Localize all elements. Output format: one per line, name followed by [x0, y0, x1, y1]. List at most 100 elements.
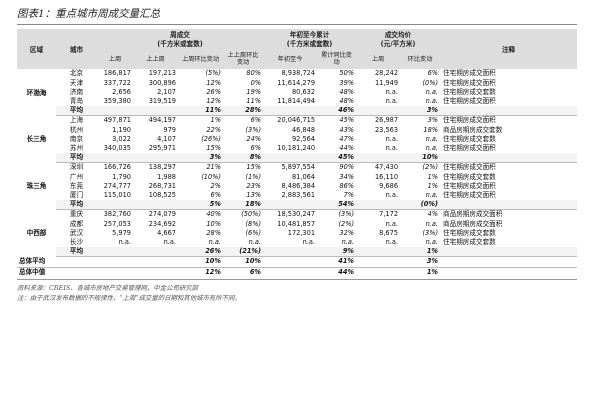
empty-cell	[440, 106, 578, 117]
city-name: 重庆	[69, 210, 84, 219]
ytd-volume: 11,814,494	[277, 97, 316, 106]
header-ytd-sub: 年初至今	[263, 49, 318, 70]
avg-ytd-yoy-change: 46%	[317, 106, 357, 117]
average-label: 平均	[56, 247, 97, 258]
ytd-volume: 8,486,384	[281, 181, 316, 190]
header-price-unit: (元/平方米)	[380, 40, 416, 49]
this-week-volume: 186,817	[103, 69, 131, 78]
last-week-volume: 300,896	[148, 78, 176, 87]
last-week-volume: 108,525	[148, 191, 176, 200]
table-row: 厦门 115,010 108,525 6% 13% 2,883,561 7% n.a. n.a.…	[17, 191, 577, 200]
empty-cell	[356, 267, 400, 277]
avg-wow-change: 3%	[178, 153, 223, 164]
price-change: (3%)	[422, 228, 439, 237]
city-name: 厦门	[69, 191, 84, 200]
price-change: n.a.	[425, 97, 439, 106]
price-change: (2%)	[422, 163, 439, 172]
price-change: n.a.	[425, 219, 439, 228]
ytd-yoy-change: 34%	[339, 172, 355, 181]
ytd-volume: 81,064	[291, 172, 316, 181]
last-week-volume: 4,107	[157, 134, 176, 143]
total-wow2-change: 10%	[223, 256, 264, 268]
header-weekly-label: 周成交	[170, 31, 190, 39]
header-last-week: 上上周	[133, 49, 178, 70]
ytd-yoy-change: 48%	[339, 97, 355, 106]
header-ytd-unit: (千方米或套数)	[286, 40, 333, 49]
wow-change: 21%	[206, 163, 221, 172]
ytd-volume: 172,301	[287, 228, 316, 237]
header-note: 注释	[440, 29, 578, 70]
average-label: 平均	[56, 200, 97, 211]
note: 商品房期房成交面积	[443, 219, 503, 228]
total-label: 总体中值	[19, 267, 46, 276]
wow-change: 15%	[206, 144, 221, 153]
wow2-change: 24%	[246, 134, 262, 143]
avg-price: 8,675	[379, 228, 399, 237]
note: 住宅期房成交面积	[443, 116, 496, 125]
city-name: 长沙	[69, 238, 84, 247]
note: 住宅期房成交面积	[443, 181, 496, 190]
table-body: 环渤海 北京 186,817 197,213 (5%) 80% 8,938,724 50% 28…	[17, 69, 578, 277]
wow-change: 22%	[206, 125, 221, 134]
header-ytd-label: 年初至今累计	[289, 31, 330, 39]
ytd-yoy-change: 50%	[339, 69, 355, 78]
table-row: 济南 2,656 2,107 26% 19% 80,632 48% n.a. n.a. 住宅期房成…	[17, 88, 577, 97]
price-change: n.a.	[425, 238, 439, 247]
price-change: 3%	[427, 116, 439, 125]
header-region: 区域	[17, 29, 56, 70]
avg-price: 47,430	[374, 163, 399, 172]
wow-change: 26%	[206, 87, 221, 96]
price-change: 6%	[427, 69, 439, 78]
ytd-volume: 46,848	[291, 125, 316, 134]
avg-wow-change: 5%	[178, 200, 223, 211]
empty-cell	[97, 247, 133, 258]
price-change: 1%	[427, 172, 439, 181]
price-change: (0%)	[422, 78, 439, 87]
this-week-volume: 166,726	[103, 163, 131, 172]
price-change: 18%	[423, 125, 439, 134]
note: 住宅期房成交面积	[443, 144, 496, 153]
price-change: 4%	[427, 210, 439, 219]
ytd-volume: 10,481,857	[277, 219, 316, 228]
last-week-volume: 4,667	[157, 228, 176, 237]
wow2-change: n.a.	[248, 238, 262, 247]
avg-wow-change: 26%	[178, 247, 223, 258]
empty-cell	[133, 247, 178, 258]
city-name: 北京	[69, 69, 84, 78]
last-week-volume: 295,971	[148, 144, 176, 153]
wow-change: 6%	[210, 191, 221, 200]
header-price: 成交均价 (元/平方米)	[356, 29, 441, 50]
last-week-volume: 979	[163, 125, 176, 134]
last-week-volume: 138,297	[148, 163, 176, 172]
total-wow-change: 10%	[178, 256, 223, 268]
group-average-row: 平均 11% 28% 46% 3%	[17, 106, 578, 117]
group-average-row: 平均 5% 18% 54% (0%)	[17, 200, 578, 211]
ytd-yoy-change: (2%)	[338, 219, 355, 228]
region-label: 长三角	[26, 135, 47, 144]
city-name: 苏州	[69, 144, 84, 153]
empty-cell	[440, 267, 577, 277]
header-weekly-unit: (千方米或套数)	[157, 40, 203, 49]
this-week-volume: 337,722	[103, 78, 131, 87]
ytd-yoy-change: 86%	[339, 181, 355, 190]
avg-price: n.a.	[385, 238, 399, 247]
table-row: 东莞 274,777 268,731 2% 23% 8,486,384 86% 9,686 1%…	[17, 182, 577, 191]
wow-change: 10%	[206, 219, 221, 228]
wow2-change: (6%)	[245, 228, 262, 237]
avg-price: n.a.	[385, 219, 399, 228]
wow-change: 28%	[206, 228, 221, 237]
ytd-yoy-change: 44%	[339, 144, 355, 153]
empty-cell	[97, 106, 133, 117]
note: 住宅期房成交面积	[443, 97, 496, 106]
city-name: 上海	[69, 116, 84, 125]
group-average-row: 平均 26% (21%) 9% 1%	[17, 247, 578, 258]
ytd-yoy-change: 7%	[343, 191, 355, 200]
avg-price-change: 1%	[400, 247, 441, 258]
avg-wow2-change: 18%	[223, 200, 264, 211]
figure-title: 图表1：重点城市周成交量汇总	[17, 8, 161, 20]
group-average-row: 平均 3% 8% 45% 10%	[17, 153, 578, 164]
note: 住宅期房成交套数	[443, 228, 496, 237]
average-label: 平均	[56, 153, 97, 164]
empty-cell	[97, 256, 133, 268]
empty-cell	[356, 200, 401, 211]
